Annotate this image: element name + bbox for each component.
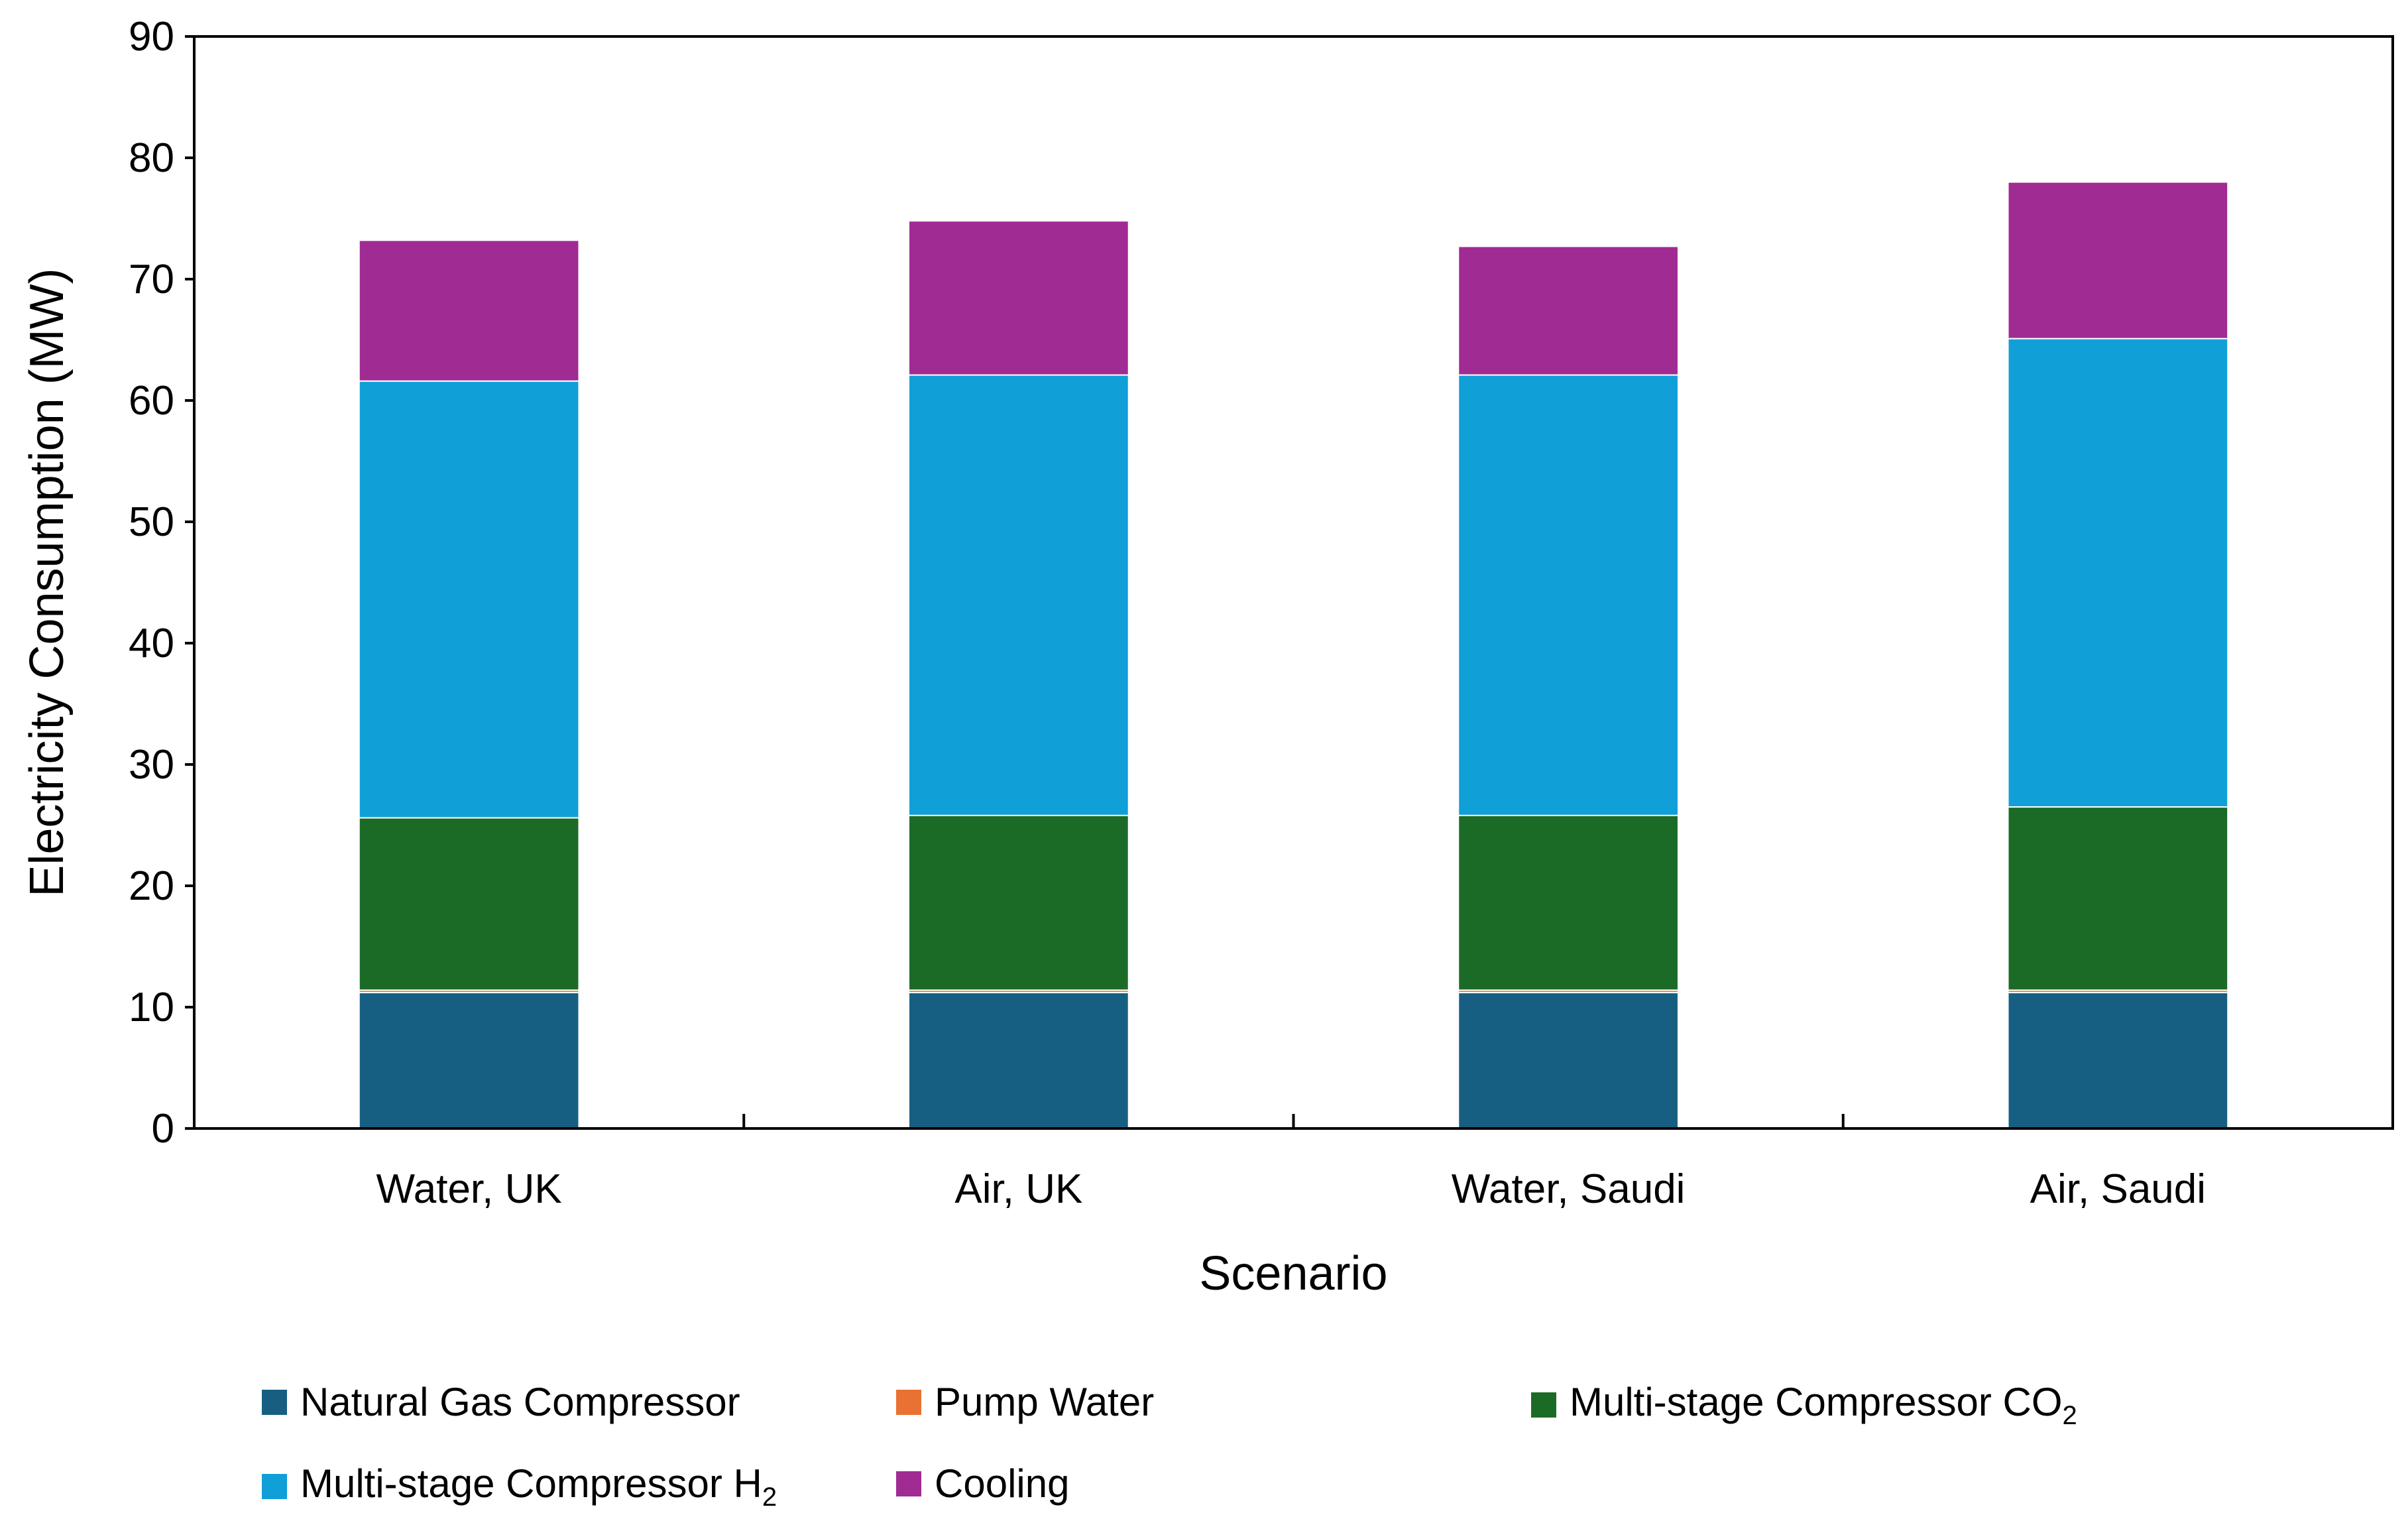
bar-segment (1458, 992, 1679, 1130)
x-axis-title: Scenario (1199, 1247, 1387, 1300)
y-tick-label: 90 (129, 14, 174, 60)
x-axis: Water, UK Air, UK Water, Saudi Air, Saudi (376, 1114, 2206, 1212)
bars-group (358, 181, 2229, 1130)
x-tick-label: Air, Saudi (2030, 1166, 2206, 1212)
y-tick-label: 50 (129, 499, 174, 545)
bar-segment (358, 239, 580, 382)
bar-segment (358, 992, 580, 1130)
y-tick-label: 30 (129, 742, 174, 788)
bar-segment (908, 374, 1129, 816)
y-tick-label: 70 (129, 257, 174, 302)
bar-segment (358, 817, 580, 991)
bar-segment (908, 220, 1129, 376)
y-tick-label: 80 (129, 135, 174, 181)
bar-segment (2007, 992, 2229, 1130)
y-tick-label: 20 (129, 863, 174, 909)
bar-segment (2007, 181, 2229, 339)
y-tick-label: 10 (129, 985, 174, 1030)
x-tick-label: Water, Saudi (1452, 1166, 1686, 1212)
y-tick-label: 0 (152, 1106, 174, 1152)
bar-segment (1458, 374, 1679, 816)
x-tick-label: Air, UK (954, 1166, 1082, 1212)
y-axis: 0 10 20 30 40 50 60 70 80 90 (129, 14, 194, 1152)
y-tick-label: 40 (129, 621, 174, 666)
bar-segment (908, 814, 1129, 991)
bar-segment (1458, 245, 1679, 376)
bar-segment (2007, 337, 2229, 808)
bar-segment (2007, 806, 2229, 991)
y-tick-label: 60 (129, 378, 174, 424)
y-axis-title: Electricity Consumption (MW) (21, 268, 74, 896)
x-tick-label: Water, UK (376, 1166, 562, 1212)
bar-segment (1458, 814, 1679, 991)
bar-segment (908, 992, 1129, 1130)
bar-segment (358, 380, 580, 819)
